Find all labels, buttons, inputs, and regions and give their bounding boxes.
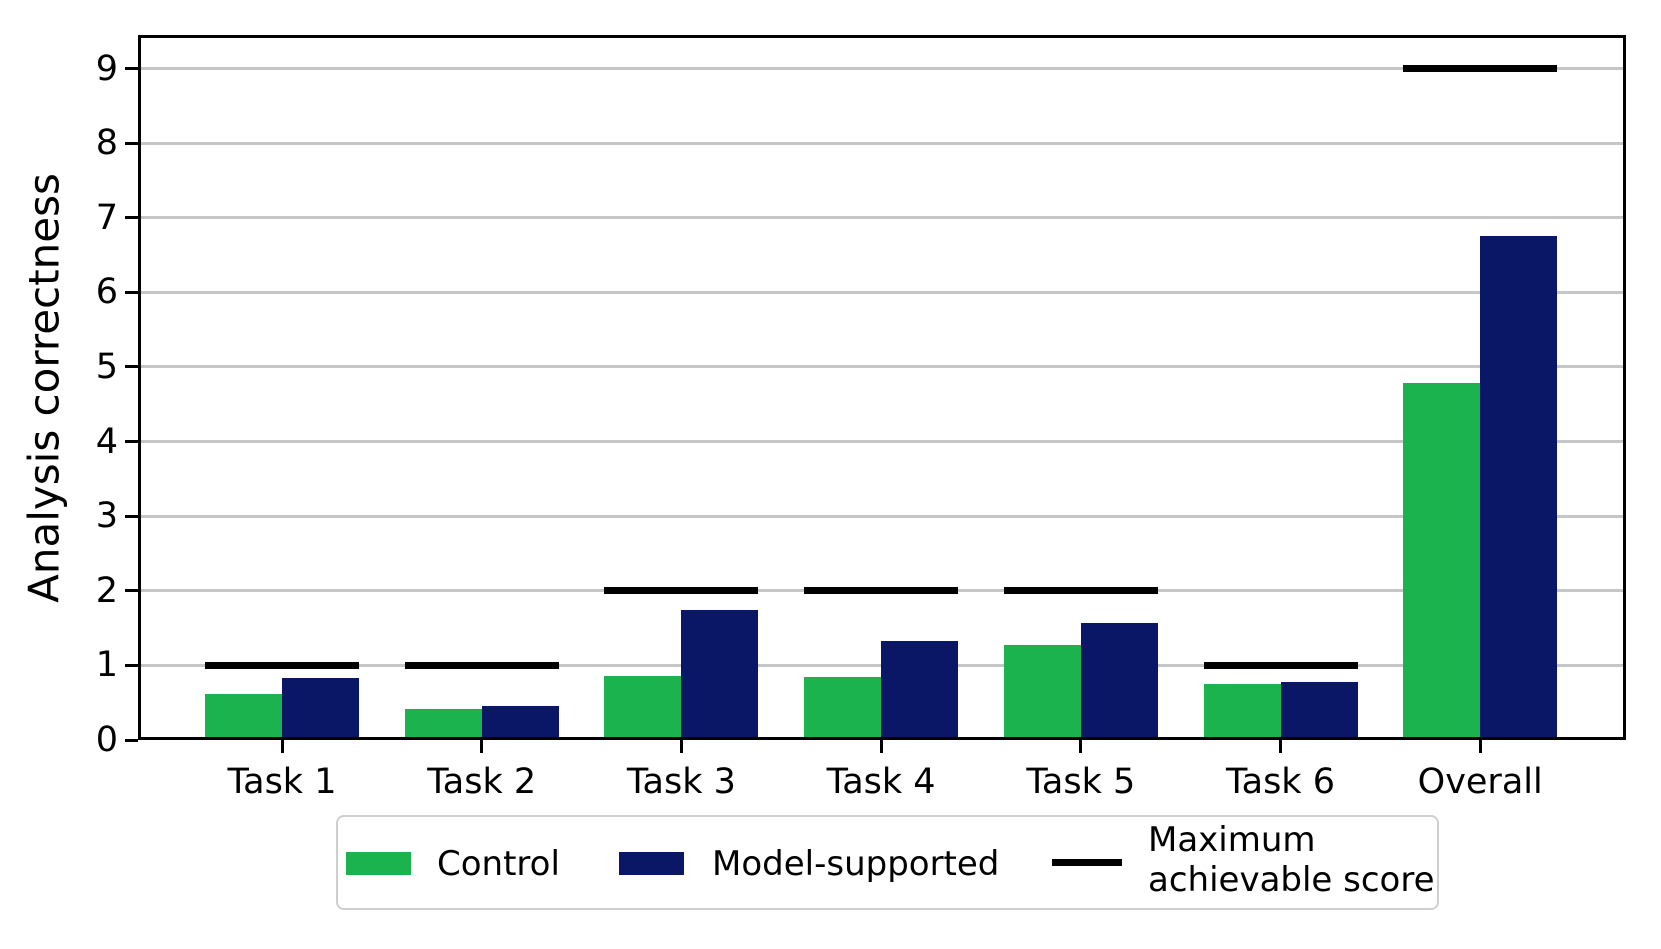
max-score-line-1 [205,661,359,669]
gridline [138,290,1626,294]
y-tick-mark [125,440,138,444]
bar-model-supported-6 [1280,681,1358,740]
gridline [138,216,1626,220]
max-score-line-4 [804,587,959,595]
x-tick-mark [280,740,284,753]
bar-control-1 [205,693,282,740]
y-tick-label: 1 [95,645,118,686]
x-tick-label: Overall [1417,762,1543,802]
max-score-line-5 [1003,587,1158,595]
legend-label-max-score-line2: achievable score [1148,860,1435,900]
x-tick-label: Task 5 [1026,762,1136,802]
y-tick-label: 6 [95,272,118,313]
y-tick-mark [125,67,138,71]
legend-swatch-control [346,852,411,875]
x-tick-mark [1478,740,1482,753]
y-tick-label: 0 [95,720,118,760]
x-tick-mark [1079,740,1083,753]
x-tick-label: Task 4 [826,762,936,802]
bar-control-5 [1003,644,1081,740]
x-tick-mark [1279,740,1282,753]
y-tick-mark [125,290,138,294]
y-tick-mark [125,589,138,593]
y-tick-label: 9 [95,48,118,89]
x-tick-mark [879,740,883,753]
y-tick-mark [125,514,138,518]
y-tick-label: 2 [95,570,118,611]
bar-control-4 [804,677,882,740]
legend-label-control: Control [437,844,560,884]
gridline [138,141,1626,145]
max-score-line-6 [1203,661,1358,669]
bar-control-6 [1203,684,1281,740]
bar-model-supported-7 [1480,236,1558,740]
y-tick-label: 4 [95,421,118,462]
y-tick-label: 7 [95,197,118,238]
y-tick-label: 5 [95,346,118,387]
y-tick-mark [125,738,138,742]
bar-model-supported-4 [881,640,959,740]
bar-model-supported-5 [1080,622,1158,740]
y-tick-label: 3 [95,496,118,537]
bar-control-7 [1403,383,1481,740]
legend-swatch-model-supported [619,852,684,875]
gridline [138,440,1626,444]
bar-model-supported-2 [481,705,559,740]
max-score-line-3 [604,587,759,595]
gridline [138,67,1626,71]
legend-label-max-score-line1: Maximum [1148,820,1316,860]
max-score-line-2 [404,661,559,669]
legend-label-model-supported: Model-supported [712,844,1000,884]
y-tick-mark [125,216,138,220]
bar-model-supported-1 [282,678,359,740]
gridline [138,365,1626,369]
max-score-line-7 [1403,65,1558,73]
y-tick-mark [125,141,138,145]
legend-label-max-score: Maximum achievable score [1148,820,1435,900]
x-tick-label: Task 6 [1226,762,1335,802]
gridline [138,514,1626,518]
x-tick-label: Task 2 [427,762,537,802]
legend-line-max-score-icon [1052,859,1122,866]
y-tick-mark [125,365,138,369]
x-tick-label: Task 1 [227,762,337,802]
legend: Control Model-supported Maximum achievab… [336,815,1439,910]
x-tick-mark [480,740,484,753]
bar-control-2 [404,708,482,740]
x-tick-label: Task 3 [626,762,736,802]
bar-control-3 [604,675,682,740]
x-tick-mark [679,740,683,753]
bar-model-supported-3 [681,610,759,740]
y-tick-mark [125,663,138,667]
y-tick-label: 8 [95,123,118,164]
